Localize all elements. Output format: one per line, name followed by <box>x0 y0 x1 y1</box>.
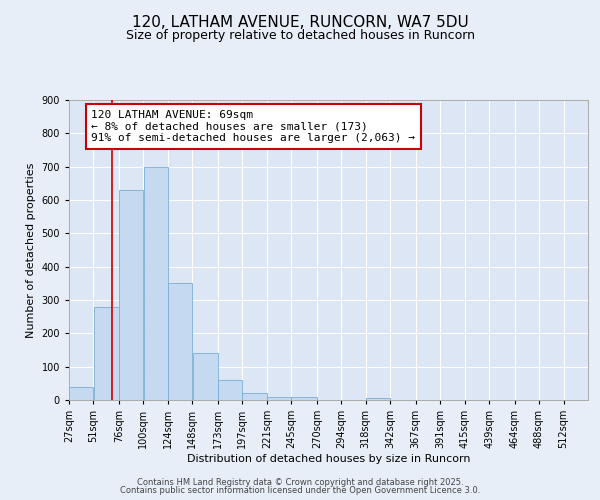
X-axis label: Distribution of detached houses by size in Runcorn: Distribution of detached houses by size … <box>187 454 470 464</box>
Bar <box>119 190 143 400</box>
Bar <box>69 386 94 400</box>
Text: Contains public sector information licensed under the Open Government Licence 3.: Contains public sector information licen… <box>120 486 480 495</box>
Bar <box>143 166 168 400</box>
Y-axis label: Number of detached properties: Number of detached properties <box>26 162 36 338</box>
Text: 120 LATHAM AVENUE: 69sqm
← 8% of detached houses are smaller (173)
91% of semi-d: 120 LATHAM AVENUE: 69sqm ← 8% of detache… <box>91 110 415 143</box>
Bar <box>218 380 242 400</box>
Text: Size of property relative to detached houses in Runcorn: Size of property relative to detached ho… <box>125 29 475 42</box>
Bar <box>366 398 390 400</box>
Bar <box>193 354 218 400</box>
Bar <box>267 396 291 400</box>
Bar <box>94 306 119 400</box>
Bar <box>292 396 317 400</box>
Text: 120, LATHAM AVENUE, RUNCORN, WA7 5DU: 120, LATHAM AVENUE, RUNCORN, WA7 5DU <box>131 15 469 30</box>
Bar <box>168 284 192 400</box>
Text: Contains HM Land Registry data © Crown copyright and database right 2025.: Contains HM Land Registry data © Crown c… <box>137 478 463 487</box>
Bar <box>242 394 266 400</box>
